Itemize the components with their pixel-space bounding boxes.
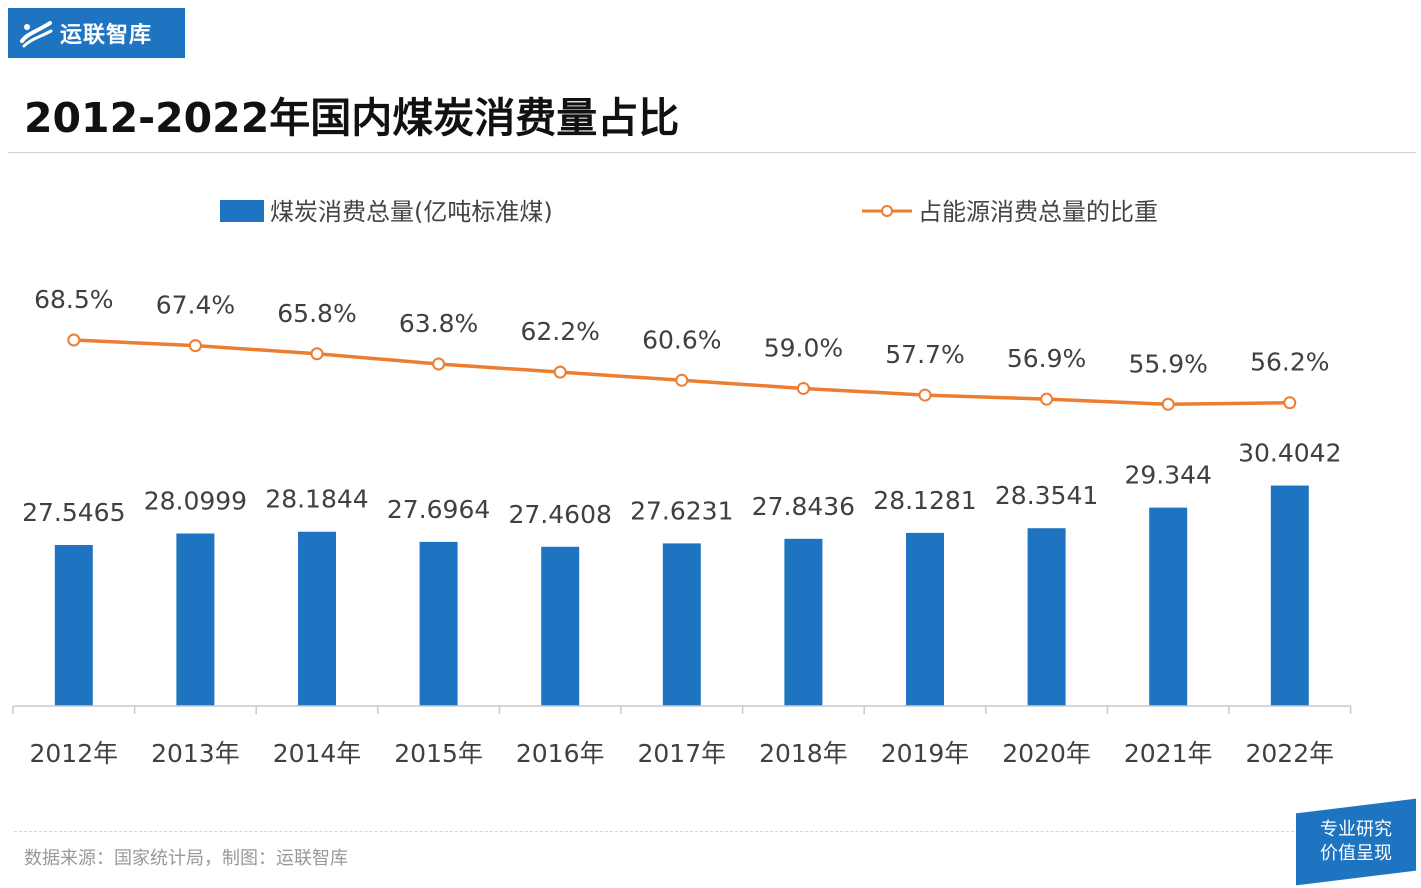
x-tick-label-6: 2018年 xyxy=(759,739,848,768)
line-point-8 xyxy=(1040,392,1054,406)
line-labels: 68.5% 67.4% 65.8% 63.8% 62.2% 60.6% 59.0% 57.7%… xyxy=(34,285,1329,378)
line-point-9 xyxy=(1161,397,1175,411)
x-tick-label-2: 2014年 xyxy=(273,739,362,768)
line-label-2: 65.8% xyxy=(277,299,356,328)
bar-label-9: 29.344 xyxy=(1124,461,1211,490)
x-tick-label-1: 2013年 xyxy=(151,739,240,768)
bar-2 xyxy=(298,531,336,706)
legend: 煤炭消费总量(亿吨标准煤) 占能源消费总量的比重 xyxy=(220,198,1158,226)
line-point-10 xyxy=(1283,396,1297,410)
line-label-10: 56.2% xyxy=(1250,348,1329,377)
line-label-7: 57.7% xyxy=(885,340,964,369)
legend-bar-label: 煤炭消费总量(亿吨标准煤) xyxy=(270,198,553,226)
x-tick-label-0: 2012年 xyxy=(29,739,118,768)
bar-10 xyxy=(1270,485,1309,706)
bar-label-4: 27.4608 xyxy=(509,500,612,529)
bar-7 xyxy=(906,532,944,706)
chart-area: 煤炭消费总量(亿吨标准煤) 占能源消费总量的比重 68.5% 67.4% 65.8% 6… xyxy=(12,198,1352,768)
bar-3 xyxy=(419,541,458,706)
line-label-6: 59.0% xyxy=(764,333,843,362)
bar-5 xyxy=(662,543,701,706)
x-tick-label-3: 2015年 xyxy=(394,739,483,768)
line-label-0: 68.5% xyxy=(34,285,113,314)
badge-line-2: 价值呈现 xyxy=(1320,843,1392,864)
brand-logo: 运联智库 xyxy=(8,8,185,58)
line-point-6 xyxy=(796,381,810,395)
x-tick-label-9: 2021年 xyxy=(1124,739,1213,768)
bar-1 xyxy=(176,533,215,706)
x-tick-label-7: 2019年 xyxy=(881,739,970,768)
line-label-3: 63.8% xyxy=(399,309,478,338)
bar-label-7: 28.1281 xyxy=(873,486,976,515)
bar-label-6: 27.8436 xyxy=(752,492,855,521)
legend-line-label: 占能源消费总量的比重 xyxy=(918,198,1158,226)
brand-swoosh-icon xyxy=(20,21,53,48)
bar-series xyxy=(54,485,1309,706)
x-tick-label-5: 2017年 xyxy=(637,739,726,768)
bar-label-0: 27.5465 xyxy=(22,498,125,527)
bar-0 xyxy=(54,545,93,706)
bar-label-8: 28.3541 xyxy=(995,481,1098,510)
bar-label-3: 27.6964 xyxy=(387,495,490,524)
bar-6 xyxy=(784,538,823,706)
brand-name: 运联智库 xyxy=(60,23,153,48)
legend-line-marker xyxy=(881,205,893,217)
line-point-4 xyxy=(553,365,567,379)
bar-labels: 27.5465 28.0999 28.1844 27.6964 27.4608 27.62… xyxy=(22,439,1341,529)
brand-badge: 专业研究 价值呈现 xyxy=(1296,798,1416,886)
bar-label-5: 27.6231 xyxy=(630,496,733,525)
bar-label-2: 28.1844 xyxy=(265,485,368,514)
bar-label-1: 28.0999 xyxy=(144,486,247,515)
line-label-8: 56.9% xyxy=(1007,344,1086,373)
legend-bar-swatch xyxy=(220,200,264,222)
chart-title: 2012-2022年国内煤炭消费量占比 xyxy=(24,94,680,142)
line-point-2 xyxy=(310,347,324,361)
bar-4 xyxy=(541,546,580,706)
bar-9 xyxy=(1149,507,1188,706)
x-tick-label-10: 2022年 xyxy=(1245,739,1334,768)
bar-label-10: 30.4042 xyxy=(1238,439,1341,468)
x-axis: 2012年 2013年 2014年 2015年 2016年 2017年 2018年 2019年… xyxy=(12,705,1352,768)
line-label-4: 62.2% xyxy=(520,317,599,346)
x-tick-label-4: 2016年 xyxy=(516,739,605,768)
line-series xyxy=(67,333,1297,411)
title-divider xyxy=(8,152,1416,153)
line-point-7 xyxy=(918,388,932,402)
line-point-3 xyxy=(432,357,446,371)
line-point-5 xyxy=(675,373,689,387)
line-point-1 xyxy=(188,339,202,353)
line-point-0 xyxy=(67,333,81,347)
line-label-9: 55.9% xyxy=(1128,349,1207,378)
bar-8 xyxy=(1027,528,1066,706)
badge-line-1: 专业研究 xyxy=(1320,819,1392,840)
x-tick-label-8: 2020年 xyxy=(1002,739,1091,768)
footer-divider xyxy=(14,831,1314,832)
line-label-5: 60.6% xyxy=(642,325,721,354)
source-note: 数据来源：国家统计局，制图：运联智库 xyxy=(24,848,348,869)
line-label-1: 67.4% xyxy=(156,291,235,320)
